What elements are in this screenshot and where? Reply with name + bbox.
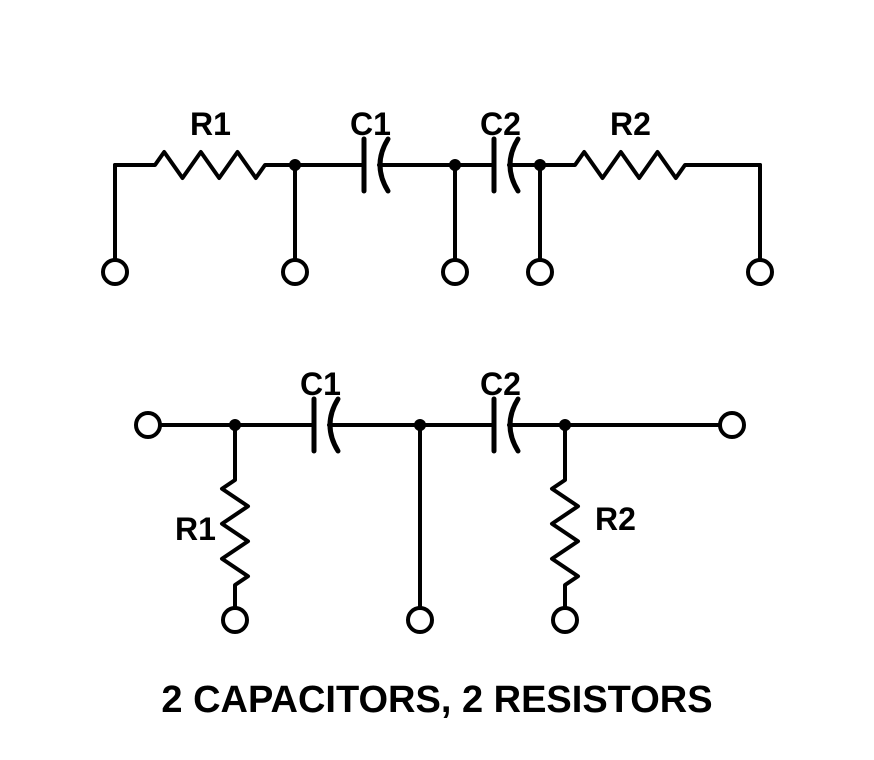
svg-text:C1: C1 bbox=[350, 106, 391, 142]
svg-text:R2: R2 bbox=[595, 501, 636, 537]
circuit-diagram: R1 R2 C1 C2 C1 C2 R1 R2 2 CAPACITORS, 2 RESISTOR… bbox=[0, 0, 874, 760]
svg-text:C1: C1 bbox=[300, 366, 341, 402]
svg-text:R1: R1 bbox=[175, 511, 216, 547]
svg-text:C2: C2 bbox=[480, 106, 521, 142]
caption: 2 CAPACITORS, 2 RESISTORS bbox=[161, 679, 712, 721]
svg-text:R2: R2 bbox=[610, 106, 651, 142]
svg-text:C2: C2 bbox=[480, 366, 521, 402]
svg-text:R1: R1 bbox=[190, 106, 231, 142]
